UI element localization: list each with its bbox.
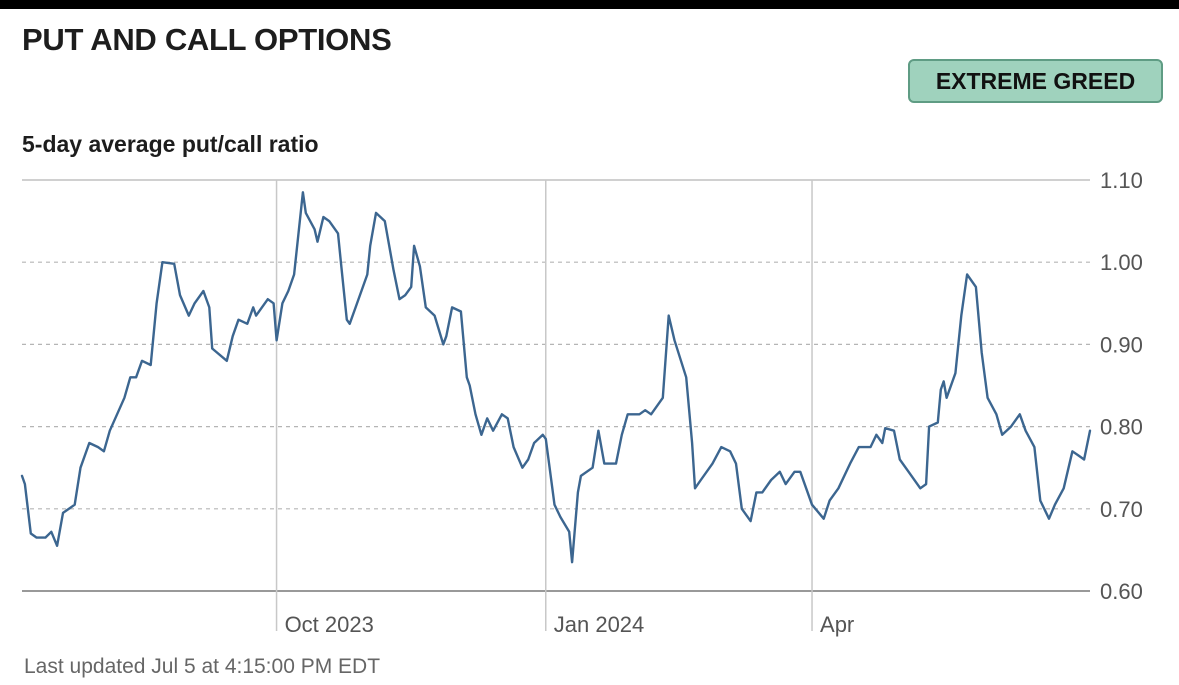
sentiment-badge: EXTREME GREED — [908, 59, 1163, 103]
y-tick-label: 0.80 — [1100, 415, 1143, 440]
y-tick-label: 1.10 — [1100, 168, 1143, 193]
line-chart: 1.10 1.00 0.90 0.80 0.70 0.60 Oct 2023 Jan 2024… — [20, 168, 1143, 637]
page-title: PUT AND CALL OPTIONS — [22, 22, 392, 57]
y-tick-label: 1.00 — [1100, 250, 1143, 275]
chart-subtitle: 5-day average put/call ratio — [22, 131, 319, 157]
y-tick-label: 0.90 — [1100, 332, 1143, 357]
top-bar — [0, 0, 1179, 9]
y-tick-label: 0.60 — [1100, 579, 1143, 604]
series-line — [20, 191, 1092, 564]
grid-layer — [22, 179, 1090, 631]
series-layer — [20, 191, 1092, 564]
y-tick-label: 0.70 — [1100, 497, 1143, 522]
tick-layer: 1.10 1.00 0.90 0.80 0.70 0.60 Oct 2023 Jan 2024… — [285, 168, 1143, 637]
x-tick-label: Jan 2024 — [554, 612, 645, 637]
last-updated: Last updated Jul 5 at 4:15:00 PM EDT — [24, 655, 381, 678]
x-tick-label: Oct 2023 — [285, 612, 374, 637]
x-tick-label: Apr — [820, 612, 854, 637]
